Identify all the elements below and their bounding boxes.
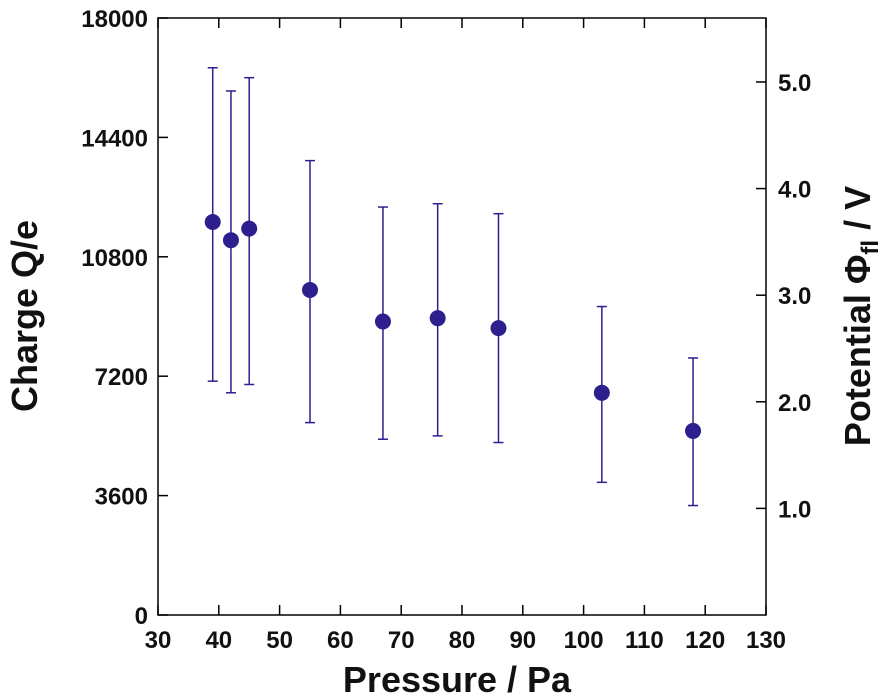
x-tick-label: 130 [746, 627, 786, 654]
y-axis-ticks: 0 3600 7200 10800 14400 18000 [81, 6, 168, 630]
data-point [302, 281, 318, 298]
y2-label-main: Potential [837, 284, 878, 446]
data-point [374, 313, 391, 330]
x-axis-ticks: 30 40 50 60 70 80 90 100 110 120 130 [145, 18, 786, 654]
data-point [222, 232, 239, 249]
y-tick-label: 7200 [95, 364, 148, 391]
x-tick-label: 110 [625, 627, 664, 654]
x-tick-label: 100 [564, 627, 604, 654]
y2-label-tail: / V [837, 186, 878, 240]
y-tick-label: 10800 [81, 245, 148, 272]
y-tick-label: 18000 [81, 6, 148, 33]
x-tick-label: 120 [685, 627, 725, 654]
x-tick-label: 30 [145, 627, 172, 654]
x-tick-label: 60 [327, 627, 354, 654]
x-tick-label: 40 [205, 627, 232, 654]
data-point [593, 384, 610, 401]
y2-tick-label: 5.0 [778, 70, 811, 97]
x-tick-label: 70 [388, 627, 415, 654]
x-tick-label: 90 [509, 627, 536, 654]
y2-tick-label: 4.0 [778, 177, 811, 204]
y-tick-label: 3600 [95, 484, 148, 511]
y-tick-label: 14400 [81, 125, 148, 152]
data-point [429, 310, 446, 327]
data-point [241, 220, 258, 237]
y2-tick-label: 1.0 [778, 496, 811, 523]
y-axis-label: Charge Q/e [4, 220, 45, 412]
data-series [204, 67, 702, 507]
x-axis-label: Pressure / Pa [343, 659, 572, 696]
y2-label-subscript: fl [857, 240, 884, 255]
x-tick-label: 50 [266, 627, 293, 654]
data-point [685, 422, 702, 439]
y-tick-label: 0 [135, 603, 148, 630]
data-point [490, 320, 507, 337]
y2-tick-label: 2.0 [778, 390, 811, 417]
data-point [204, 213, 221, 230]
y2-axis-ticks: 1.0 2.0 3.0 4.0 5.0 [756, 70, 811, 523]
y2-axis-label: Potential Φfl / V [837, 186, 884, 446]
y2-tick-label: 3.0 [778, 283, 811, 310]
y2-label-symbol: Φ [837, 255, 878, 285]
x-tick-label: 80 [449, 627, 476, 654]
